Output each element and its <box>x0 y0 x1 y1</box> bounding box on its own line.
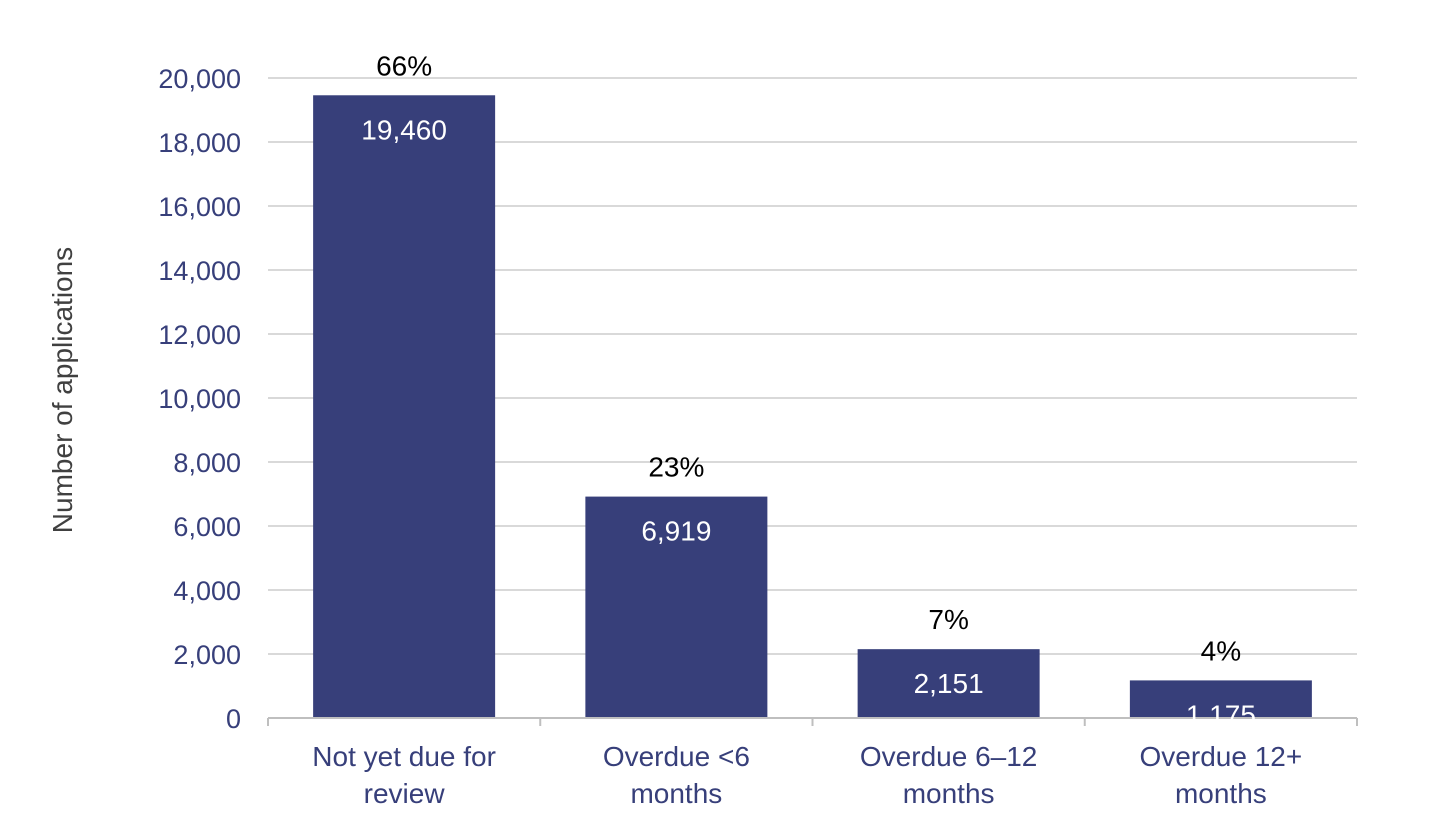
y-tick-label: 20,000 <box>158 64 241 94</box>
y-tick-label: 8,000 <box>173 448 241 478</box>
bar-percent-label: 66% <box>376 50 432 81</box>
x-category-label-line: Overdue 6–12 <box>860 741 1037 772</box>
y-tick-label: 18,000 <box>158 128 241 158</box>
x-category-label-line: months <box>1175 778 1267 809</box>
x-category-label: Not yet due for review <box>312 741 496 809</box>
data-labels: 19,460 66% 6,919 23% 2,151 7% 1,175 4% <box>361 50 1256 730</box>
y-tick-label: 14,000 <box>158 256 241 286</box>
bar <box>585 496 768 718</box>
bar-value-label: 19,460 <box>361 114 447 145</box>
bar <box>1129 680 1312 718</box>
x-category-label-line: months <box>630 778 722 809</box>
bars <box>313 95 1312 718</box>
x-category-label-line: Overdue <6 <box>603 741 750 772</box>
y-tick-label: 0 <box>226 704 241 734</box>
y-tick-label: 4,000 <box>173 576 241 606</box>
bar-percent-label: 4% <box>1201 635 1241 666</box>
y-axis-title: Number of applications <box>47 247 78 533</box>
bar <box>857 649 1040 718</box>
x-category-label-line: months <box>903 778 995 809</box>
bar-value-label: 6,919 <box>641 516 711 547</box>
x-category-label: Overdue <6 months <box>603 741 750 809</box>
x-category-label-line: Overdue 12+ <box>1140 741 1303 772</box>
y-tick-label: 10,000 <box>158 384 241 414</box>
y-tick-label: 12,000 <box>158 320 241 350</box>
x-category-label-line: review <box>364 778 446 809</box>
bar-percent-label: 23% <box>648 452 704 483</box>
bar-value-label: 1,175 <box>1186 699 1256 730</box>
y-axis-ticks: 0 2,000 4,000 6,000 8,000 10,000 12,000 14,000 1… <box>158 64 241 734</box>
x-category-label: Overdue 12+ months <box>1140 741 1303 809</box>
bar <box>313 95 496 718</box>
x-axis <box>267 717 1358 726</box>
x-category-label: Overdue 6–12 months <box>860 741 1037 809</box>
bar-percent-label: 7% <box>928 604 968 635</box>
x-category-label-line: Not yet due for <box>312 741 496 772</box>
y-tick-label: 6,000 <box>173 512 241 542</box>
bar-value-label: 2,151 <box>914 668 984 699</box>
y-tick-label: 16,000 <box>158 192 241 222</box>
y-tick-label: 2,000 <box>173 640 241 670</box>
